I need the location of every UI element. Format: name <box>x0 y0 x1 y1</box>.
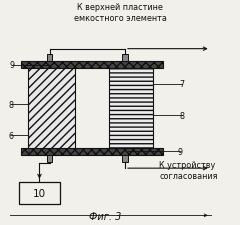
Text: 10: 10 <box>33 188 46 198</box>
Bar <box>109 68 153 151</box>
Text: 8: 8 <box>9 101 14 110</box>
Text: 8: 8 <box>180 111 185 120</box>
Text: К устройству
согласования: К устройству согласования <box>159 161 218 181</box>
Text: Фиг. 3: Фиг. 3 <box>90 211 122 221</box>
Text: К верхней пластине
емкостного элемента: К верхней пластине емкостного элемента <box>74 3 166 23</box>
Text: 9: 9 <box>177 147 182 156</box>
Bar <box>21 148 163 155</box>
Text: 7: 7 <box>180 80 185 89</box>
Bar <box>28 68 75 151</box>
Bar <box>21 62 163 69</box>
Text: 9: 9 <box>10 61 15 70</box>
Bar <box>122 55 128 62</box>
Bar <box>47 55 53 62</box>
Bar <box>47 155 53 162</box>
Bar <box>122 155 128 162</box>
Text: 6: 6 <box>9 131 14 140</box>
Bar <box>18 182 60 204</box>
